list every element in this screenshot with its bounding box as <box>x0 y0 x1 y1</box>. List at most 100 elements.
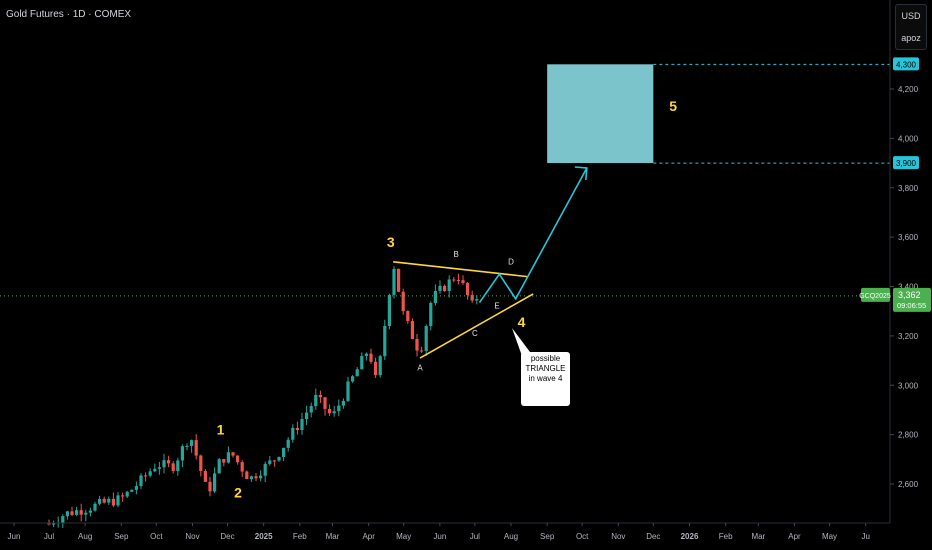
x-tick-label: Oct <box>150 532 163 541</box>
wave-label: 4 <box>518 314 526 330</box>
candle-body <box>139 475 143 487</box>
y-tick-label: 4,000 <box>898 134 919 143</box>
x-tick-label: Aug <box>78 532 92 541</box>
candle-body <box>240 462 244 472</box>
candle-body <box>314 394 318 407</box>
candle-body <box>148 471 152 476</box>
candle-body <box>185 445 189 447</box>
x-tick-label: May <box>822 532 837 541</box>
x-tick-label: May <box>396 532 411 541</box>
x-tick-label: Ju <box>861 532 869 541</box>
candle-body <box>144 475 148 477</box>
candle-body <box>107 498 111 503</box>
candle-body <box>429 302 433 327</box>
x-tick-label: Jul <box>470 532 480 541</box>
candle-body <box>387 294 391 326</box>
candle-body <box>309 406 313 413</box>
y-tick-label: 3,800 <box>898 184 919 193</box>
candle-body <box>134 486 138 490</box>
candle-body <box>213 473 217 492</box>
triangle-upper-line <box>393 261 528 278</box>
y-tick-label: 3,200 <box>898 332 919 341</box>
y-tick-label: 3,400 <box>898 283 919 292</box>
currency-label: USD <box>901 11 921 21</box>
last-price-label: 3,362 <box>898 290 921 300</box>
candle-body <box>116 495 120 506</box>
triangle-annotation: possible TRIANGLE in wave 4 <box>521 352 570 406</box>
candle-body <box>415 339 419 351</box>
y-tick-label: 3,600 <box>898 233 919 242</box>
candle-body <box>461 280 465 283</box>
x-tick-label: Mar <box>326 532 340 541</box>
wave-label: 5 <box>669 98 677 114</box>
symbol-tag-label: GCQ2025 <box>859 293 891 300</box>
candle-body <box>65 511 69 517</box>
candle-body <box>79 510 83 515</box>
subwave-label: E <box>494 302 499 311</box>
candle-body <box>171 463 175 472</box>
x-tick-label: Jun <box>433 532 446 541</box>
candle-body <box>286 439 290 448</box>
overlay <box>0 63 890 359</box>
candle-body <box>369 353 373 362</box>
candle-body <box>282 447 286 457</box>
candle-body <box>383 325 387 357</box>
symbol-title: Gold Futures · 1D · COMEX <box>6 9 132 20</box>
x-tick-label: Apr <box>362 532 375 541</box>
x-tick-label: Jun <box>8 532 21 541</box>
x-tick-label: 2025 <box>255 532 273 541</box>
target-price-tag <box>893 57 919 71</box>
candle-body <box>52 523 56 525</box>
candle-body <box>475 299 479 301</box>
currency-selector[interactable]: USD apoz <box>895 4 927 50</box>
candle-body <box>466 282 470 295</box>
candle-body <box>337 405 341 412</box>
x-tick-label: Aug <box>504 532 518 541</box>
candle-body <box>190 440 194 446</box>
candle-body <box>98 498 102 504</box>
candle-body <box>291 427 295 440</box>
candle-body <box>199 455 203 471</box>
last-price-tag <box>893 287 931 312</box>
candle-body <box>470 294 474 301</box>
candle-body <box>424 326 428 351</box>
candle-body <box>295 427 299 431</box>
annotation-line-1: possible <box>530 354 561 363</box>
candle-body <box>245 471 249 480</box>
candle-body <box>111 498 115 506</box>
candle-body <box>121 495 125 497</box>
candle-body <box>300 419 304 431</box>
candle-body <box>318 394 322 398</box>
candle-body <box>70 511 74 515</box>
y-tick-label: 2,800 <box>898 431 919 440</box>
subwave-label: A <box>417 363 423 372</box>
candle-body <box>351 376 355 382</box>
x-tick-label: Sep <box>540 532 555 541</box>
candle-body <box>61 516 65 523</box>
candle-body <box>401 291 405 312</box>
candle-body <box>157 467 161 469</box>
x-tick-label: Sep <box>114 532 129 541</box>
x-tick-label: Oct <box>576 532 589 541</box>
x-tick-label: Nov <box>611 532 625 541</box>
triangle-lower-line <box>419 293 534 359</box>
target-price-label: 3,900 <box>896 159 917 168</box>
candle-body <box>180 446 184 461</box>
candle-body <box>84 512 88 515</box>
candle-body <box>93 503 97 511</box>
subwave-label: C <box>472 329 478 338</box>
candle-body <box>443 285 447 292</box>
candle-body <box>364 353 368 356</box>
candle-body <box>452 279 456 281</box>
scale-mode-label: apoz <box>901 33 921 43</box>
candle-body <box>397 268 401 292</box>
candle-body <box>263 463 267 476</box>
wave-label: 3 <box>387 234 395 250</box>
countdown-label: 09:06:55 <box>897 301 926 310</box>
subwave-label: B <box>453 250 458 259</box>
symbol-tag <box>861 287 890 302</box>
candle-body <box>88 510 92 513</box>
target-zone <box>547 64 654 164</box>
candle-body <box>125 491 129 497</box>
